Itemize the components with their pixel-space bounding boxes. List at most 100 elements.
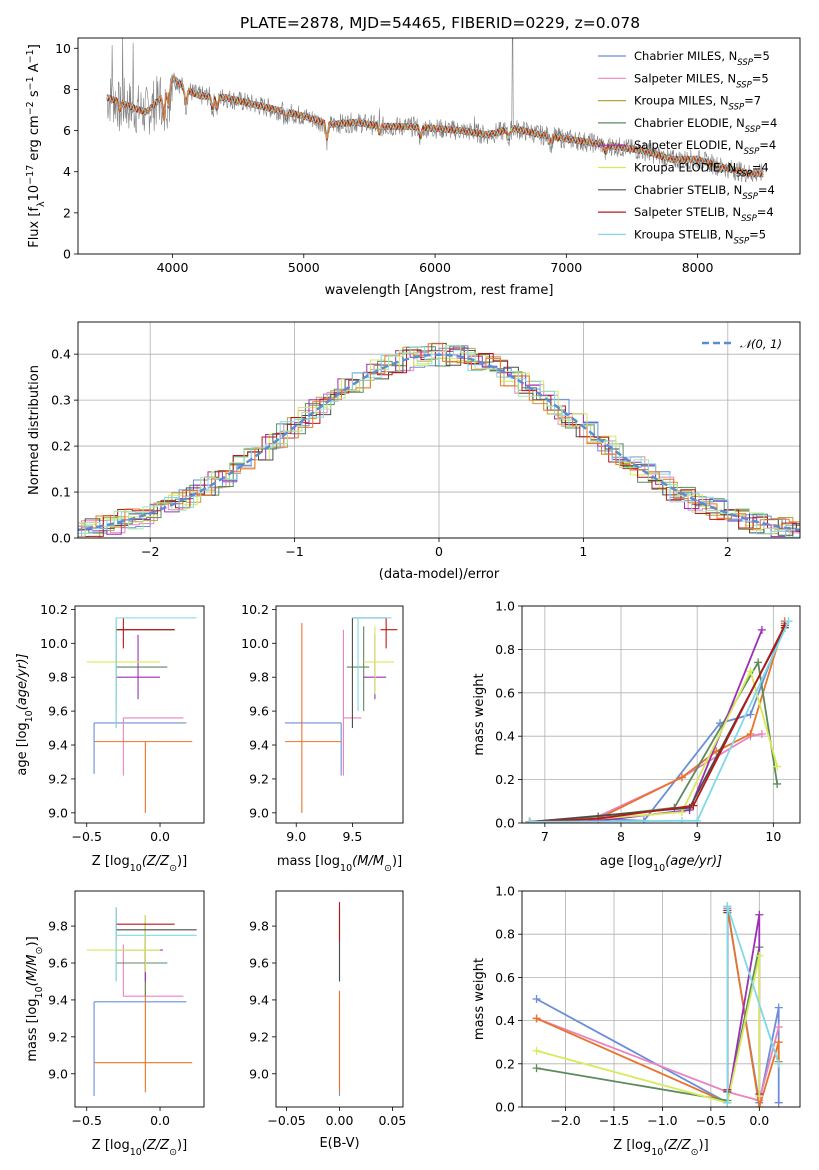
weight-marker <box>774 1038 783 1047</box>
axes-frame <box>275 605 404 824</box>
weight-marker <box>689 801 698 810</box>
y-tick-label: 0.4 <box>495 729 515 744</box>
x-axis-label: Z [log10(Z/Z⊙)] <box>613 1138 708 1158</box>
x-tick-label: 4000 <box>157 260 189 275</box>
x-tick-label: −1.5 <box>599 1113 629 1128</box>
y-tick-label: 0.3 <box>51 393 71 408</box>
weight-series <box>529 620 790 823</box>
y-axis-label: mass weight <box>472 673 487 755</box>
x-tick-label: 8000 <box>682 260 714 275</box>
y-tick-label: 0.6 <box>495 970 515 985</box>
x-tick-label: 0.0 <box>150 1113 170 1128</box>
x-tick-label: 1 <box>579 544 587 559</box>
weight-marker <box>532 1014 541 1023</box>
x-tick-label: 0.0 <box>150 829 170 844</box>
weight-marker <box>755 1092 764 1101</box>
weight-marker <box>532 995 541 1003</box>
errorbars <box>86 617 197 813</box>
y-tick-label: 0.8 <box>495 642 515 657</box>
legend-label: Salpeter STELIB, NSSP=4 <box>634 205 774 224</box>
y-axis-label: age [log10(age/yr)] <box>15 653 35 775</box>
x-tick-label: −0.5 <box>696 1113 726 1128</box>
legend-label: 𝒩(0, 1) <box>740 337 782 351</box>
y-tick-label: 9.4 <box>249 738 269 753</box>
weight-marker <box>757 730 766 739</box>
y-tick-label: 10.0 <box>241 636 269 651</box>
weight-series <box>536 1017 780 1102</box>
axes-frame <box>74 890 205 1108</box>
spectrum-lines <box>106 38 764 183</box>
weight-vs-z-panel: −2.0 −1.5 −1.0 −0.5 0.0 0.0 0.2 0.4 0.6 0.8 1.0 mas… <box>472 884 801 1158</box>
weight-marker <box>774 1098 783 1107</box>
gaussian-curve <box>78 353 800 532</box>
y-tick-label: 0.0 <box>495 816 515 831</box>
weight-marker <box>723 902 732 911</box>
y-tick-label: 0.4 <box>495 1013 515 1028</box>
y-axis-label: mass [log10(M/M⊙)] <box>25 936 45 1061</box>
y-tick-label: 1.0 <box>495 599 515 614</box>
x-tick-label: 10 <box>765 829 781 844</box>
x-tick-label: 8 <box>617 829 625 844</box>
weight-marker <box>693 816 702 823</box>
weight-marker <box>774 1023 783 1032</box>
axes-frame <box>77 321 801 539</box>
legend-label: Chabrier MILES, NSSP=5 <box>634 49 770 68</box>
residual-histogram-panel: −2 −1 0 1 2 0.0 0.1 0.2 0.3 0.4 (data-model)/error… <box>27 321 801 582</box>
x-axis-label: Z [log10(Z/Z⊙)] <box>92 854 187 874</box>
weight-lines <box>525 617 793 823</box>
y-tick-label: 9.0 <box>48 805 68 820</box>
legend-label: Kroupa STELIB, NSSP=5 <box>634 227 766 246</box>
x-tick-label: 0.00 <box>326 1113 354 1128</box>
x-tick-label: −2 <box>141 544 159 559</box>
weight-marker <box>774 1003 783 1012</box>
y-tick-label: 0.0 <box>51 531 71 546</box>
weight-marker <box>754 658 763 667</box>
errorbars <box>284 617 398 813</box>
y-tick-label: 4 <box>63 164 71 179</box>
y-axis-label: Flux [fλ10−17 erg cm−2 s−1 A−1] <box>25 44 47 248</box>
weight-marker <box>755 910 764 919</box>
y-tick-label: 10 <box>55 41 71 56</box>
age-vs-z-panel: −0.5 0.0 9.0 9.2 9.4 9.6 9.8 10.0 10.2 Z [log10(Z… <box>15 602 205 874</box>
weight-marker <box>746 730 755 739</box>
model-spectrum <box>106 75 764 177</box>
y-tick-label: 9.8 <box>48 919 68 934</box>
weight-series <box>529 625 786 823</box>
y-tick-label: 2 <box>63 205 71 220</box>
age-vs-mass-panel: 9.0 9.5 9.0 9.2 9.4 9.6 9.8 10.0 10.2 mass [log10… <box>241 602 404 874</box>
y-tick-label: 9.2 <box>48 771 68 786</box>
x-tick-label: −2.0 <box>550 1113 580 1128</box>
weight-series <box>536 955 761 1104</box>
weight-marker <box>773 779 782 788</box>
y-tick-label: 0.2 <box>51 439 71 454</box>
x-tick-label: 0 <box>435 544 443 559</box>
x-tick-label: −1.0 <box>647 1113 677 1128</box>
weight-marker <box>532 1046 541 1055</box>
x-tick-label: 9.5 <box>342 829 362 844</box>
y-tick-label: 9.0 <box>48 1066 68 1081</box>
y-tick-label: 9.0 <box>249 1066 269 1081</box>
weight-marker <box>525 817 534 823</box>
x-tick-label: −1 <box>285 544 303 559</box>
x-tick-label: −0.5 <box>72 829 102 844</box>
y-tick-label: 9.0 <box>249 805 269 820</box>
weight-marker <box>723 1098 732 1107</box>
y-tick-label: 0.2 <box>495 1056 515 1071</box>
axes-frame <box>521 605 801 824</box>
x-axis-label: Z [log10(Z/Z⊙)] <box>92 1138 187 1158</box>
weight-marker <box>784 617 793 626</box>
x-tick-label: −0.05 <box>267 1113 305 1128</box>
y-tick-label: 9.8 <box>249 919 269 934</box>
weight-marker <box>755 1103 764 1107</box>
x-tick-label: 2 <box>724 544 732 559</box>
y-tick-label: 0.1 <box>51 485 71 500</box>
errorbars <box>86 907 197 1096</box>
y-tick-label: 8 <box>63 82 71 97</box>
weight-lines <box>532 902 783 1107</box>
weight-marker <box>755 951 764 960</box>
x-axis-label: mass [log10(M/M⊙)] <box>277 854 402 874</box>
weight-marker <box>757 625 766 634</box>
weight-vs-age-panel: 7 8 9 10 0.0 0.2 0.4 0.6 0.8 1.0 mass weight age [l… <box>472 599 801 874</box>
legend: Chabrier MILES, NSSP=5 Salpeter MILES, NS… <box>598 49 777 246</box>
